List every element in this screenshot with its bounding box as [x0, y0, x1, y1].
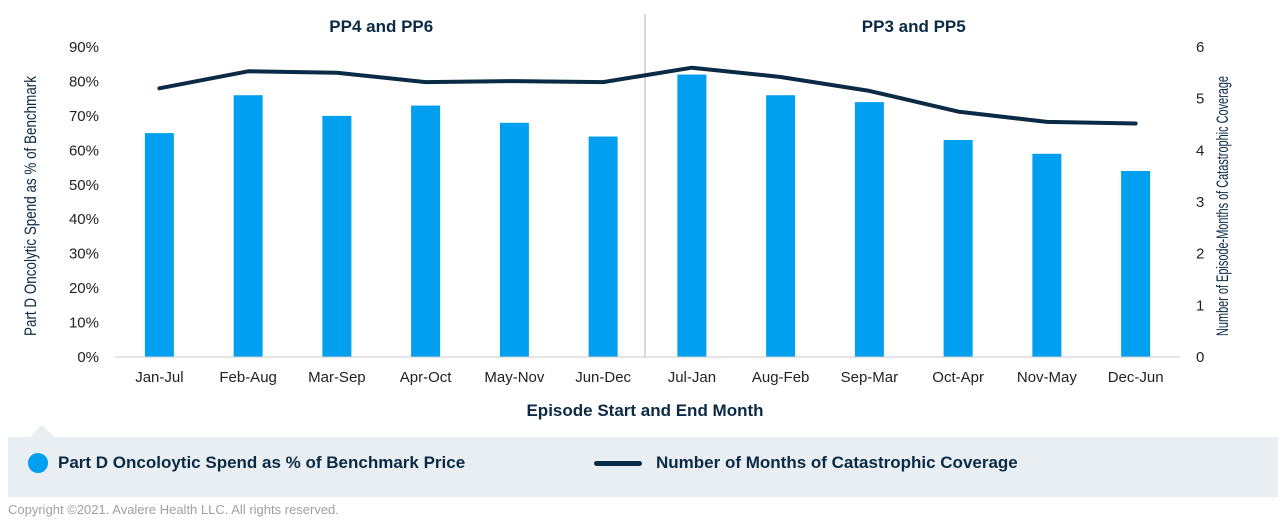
y-right-tick-label: 2: [1196, 246, 1204, 263]
y-right-tick-label: 4: [1196, 142, 1204, 159]
x-tick-label: Sep-Mar: [841, 369, 899, 386]
y-right-tick-label: 0: [1196, 349, 1204, 366]
bar-jul-jan: [677, 74, 707, 358]
x-axis-title: Episode Start and End Month: [526, 401, 763, 420]
legend-notch: [30, 425, 54, 437]
y-left-tick-label: 50%: [69, 177, 99, 194]
group-label-pp4-pp6: PP4 and PP6: [329, 17, 433, 36]
x-tick-label: May-Nov: [484, 369, 545, 386]
y-left-tick-label: 80%: [69, 73, 99, 90]
bar-feb-aug: [233, 95, 263, 357]
y-left-tick-label: 60%: [69, 142, 99, 159]
bar-may-nov: [499, 122, 529, 358]
y-right-tick-label: 5: [1196, 91, 1204, 108]
bar-jan-jul: [144, 133, 174, 357]
bar-series: [144, 74, 1151, 358]
x-tick-label: Aug-Feb: [752, 369, 810, 386]
bar-aug-feb: [766, 95, 796, 357]
bar-jun-dec: [588, 136, 618, 357]
y-right-tick-labels: 0 1 2 3 4 5 6: [1196, 39, 1204, 366]
y-left-tick-label: 40%: [69, 211, 99, 228]
y-right-tick-label: 1: [1196, 297, 1204, 314]
y-left-tick-label: 90%: [69, 39, 99, 56]
y-left-tick-label: 0%: [77, 349, 99, 366]
y-left-tick-label: 70%: [69, 108, 99, 125]
legend-dot-icon: [28, 453, 48, 473]
bar-nov-may: [1032, 153, 1062, 357]
y-left-tick-label: 20%: [69, 280, 99, 297]
x-tick-label: Nov-May: [1017, 369, 1078, 386]
y-right-tick-label: 3: [1196, 194, 1204, 211]
x-tick-label: Jul-Jan: [668, 369, 716, 386]
x-tick-label: Jun-Dec: [575, 369, 631, 386]
bar-mar-sep: [322, 115, 352, 357]
x-tick-label: Dec-Jun: [1108, 369, 1164, 386]
legend-item-line: Number of Months of Catastrophic Coverag…: [594, 453, 1018, 473]
y-right-tick-label: 6: [1196, 39, 1204, 56]
copyright: Copyright ©2021. Avalere Health LLC. All…: [8, 502, 339, 517]
bar-sep-mar: [854, 102, 884, 357]
legend-panel: [8, 437, 1278, 497]
combo-chart: Jan-Jul Feb-Aug Mar-Sep Apr-Oct May-Nov Jun-D…: [21, 14, 1232, 420]
x-tick-label: Feb-Aug: [219, 369, 277, 386]
y-right-axis-title: Number of Episode-Months of Catastrophic…: [1213, 76, 1232, 336]
catastrophic-coverage-line: [157, 65, 1138, 126]
legend-item-bars: Part D Oncoloytic Spend as % of Benchmar…: [28, 453, 465, 473]
legend-label-bars: Part D Oncoloytic Spend as % of Benchmar…: [58, 453, 466, 472]
group-label-pp3-pp5: PP3 and PP5: [862, 17, 966, 36]
legend-label-line: Number of Months of Catastrophic Coverag…: [656, 453, 1018, 472]
y-left-tick-label: 30%: [69, 246, 99, 263]
y-left-tick-labels: 0% 10% 20% 30% 40% 50% 60% 70% 80% 90%: [69, 39, 99, 366]
y-left-tick-label: 10%: [69, 315, 99, 332]
x-tick-label: Jan-Jul: [135, 369, 183, 386]
x-tick-labels: Jan-Jul Feb-Aug Mar-Sep Apr-Oct May-Nov Jun-D…: [135, 369, 1163, 386]
legend-line-icon: [594, 460, 642, 466]
x-tick-label: Mar-Sep: [308, 369, 366, 386]
y-left-axis-title: Part D Oncolytic Spend as % of Benchmark: [21, 76, 40, 336]
x-tick-label: Oct-Apr: [932, 369, 984, 386]
bar-dec-jun: [1121, 171, 1151, 357]
bar-oct-apr: [943, 140, 973, 357]
x-tick-label: Apr-Oct: [400, 369, 453, 386]
bar-apr-oct: [411, 105, 441, 357]
